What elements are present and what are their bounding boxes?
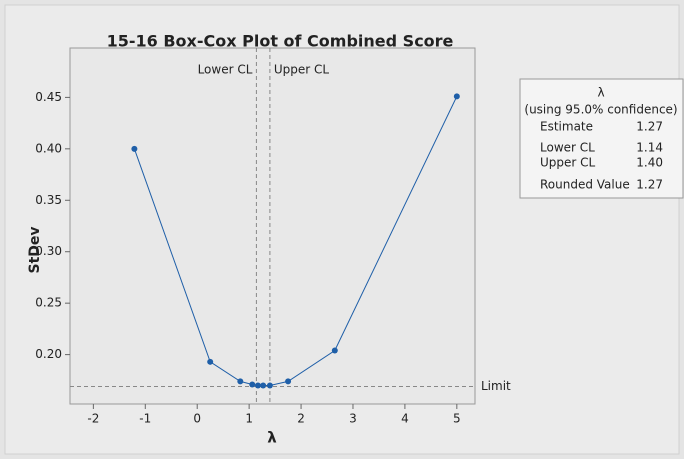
info-value: 1.40 xyxy=(636,156,663,170)
x-tick-label: 4 xyxy=(401,412,409,426)
info-label: Upper CL xyxy=(540,156,596,170)
data-point xyxy=(254,382,261,389)
x-axis-label: λ xyxy=(267,429,277,447)
x-tick-label: -2 xyxy=(87,412,99,426)
info-label: Lower CL xyxy=(540,141,595,155)
info-title: λ xyxy=(597,86,604,100)
y-tick-label: 0.25 xyxy=(35,296,62,310)
ci-label: Upper CL xyxy=(274,63,330,77)
info-value: 1.27 xyxy=(636,120,663,134)
info-label: Estimate xyxy=(540,120,593,134)
y-tick-label: 0.20 xyxy=(35,347,62,361)
limit-label: Limit xyxy=(481,379,511,393)
info-subtitle: (using 95.0% confidence) xyxy=(524,103,677,117)
y-tick-label: 0.30 xyxy=(35,244,62,258)
plot-area xyxy=(69,47,476,405)
x-tick-label: 2 xyxy=(297,412,305,426)
x-tick-label: 0 xyxy=(193,412,201,426)
data-point xyxy=(207,358,214,365)
x-tick-label: 5 xyxy=(453,412,461,426)
data-point xyxy=(260,382,267,389)
info-value: 1.27 xyxy=(636,178,663,192)
ci-label: Lower CL xyxy=(198,63,253,77)
data-point xyxy=(237,378,244,385)
data-point xyxy=(285,378,292,385)
data-point xyxy=(266,382,273,389)
data-point xyxy=(249,381,256,388)
info-box xyxy=(519,78,684,199)
y-tick-label: 0.35 xyxy=(35,193,62,207)
data-point xyxy=(331,347,338,354)
x-tick-label: 3 xyxy=(349,412,357,426)
chart-title: 15-16 Box-Cox Plot of Combined Score xyxy=(107,32,454,51)
x-tick-label: -1 xyxy=(139,412,151,426)
info-label: Rounded Value xyxy=(540,178,630,192)
y-axis-label: StDev xyxy=(27,226,43,273)
data-point xyxy=(453,93,460,100)
y-tick-label: 0.40 xyxy=(35,141,62,155)
y-tick-label: 0.45 xyxy=(35,90,62,104)
info-value: 1.14 xyxy=(636,141,663,155)
x-tick-label: 1 xyxy=(245,412,253,426)
data-point xyxy=(131,145,138,152)
